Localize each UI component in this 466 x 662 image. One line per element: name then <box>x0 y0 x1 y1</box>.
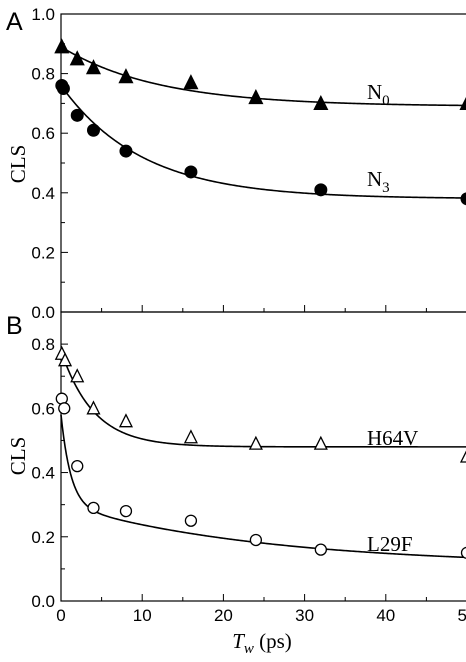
data-point-n0 <box>248 88 264 105</box>
panel-b-ytick-label: 0.2 <box>31 528 55 547</box>
data-point-n3 <box>460 192 466 206</box>
panel-a-ylabel: CLS <box>6 145 30 184</box>
data-point-l29f <box>71 459 84 473</box>
panel-a-points <box>54 38 466 206</box>
data-point-n0 <box>69 50 85 66</box>
series-label-n3: N3 <box>367 167 390 196</box>
panel-b-xtick-label: 30 <box>295 606 314 625</box>
panel-a-ytick-label: 0.0 <box>31 303 55 322</box>
data-point-n0 <box>459 96 466 111</box>
x-axis-title-sub: w <box>244 641 254 657</box>
panel-b-ylabel: CLS <box>6 437 30 476</box>
panel-b-axes: 0.0 0.2 0.4 0.6 0.8 0 10 20 30 40 50 <box>31 335 466 625</box>
panel-label-b: B <box>6 312 23 340</box>
data-point-l29f <box>87 501 100 515</box>
data-point-n0 <box>183 74 199 90</box>
series-label-n0-main: N <box>367 80 382 104</box>
series-label-l29f: L29F <box>367 532 413 556</box>
data-point-h64v <box>70 368 85 383</box>
panel-a-ytick-label: 0.2 <box>31 243 55 262</box>
panel-b-ytick-label: 0.6 <box>31 399 55 418</box>
series-label-h64v: H64V <box>367 426 418 450</box>
data-point-l29f <box>460 546 466 559</box>
fit-line-n3 <box>60 85 466 199</box>
series-label-n0-sub: 0 <box>382 93 390 109</box>
panel-b-xtick-label: 0 <box>56 606 65 625</box>
panel-a-axes: 0.0 0.2 0.4 0.6 0.8 1.0 <box>31 5 427 322</box>
data-point-h64v <box>313 435 328 450</box>
data-point-n3 <box>314 183 328 197</box>
panel-b-ytick-label: 0.8 <box>31 335 55 354</box>
panel-b-fit-lines <box>60 350 466 559</box>
data-point-l29f <box>314 543 327 556</box>
data-point-h64v <box>86 400 101 415</box>
data-point-h64v <box>58 352 73 367</box>
data-point-l29f <box>249 533 263 547</box>
panel-b-xtick-label: 10 <box>133 606 152 625</box>
panel-a-ytick-label: 0.8 <box>31 65 55 84</box>
data-point-l29f <box>58 402 71 415</box>
panel-b-xtick-label: 50 <box>458 606 466 625</box>
panel-a-ytick-label: 0.4 <box>31 184 55 203</box>
panel-b-xtick-label: 40 <box>376 606 395 625</box>
series-label-n3-main: N <box>367 167 382 191</box>
panel-b-frame <box>60 311 466 602</box>
data-point-l29f <box>119 504 133 518</box>
data-point-n0 <box>118 68 134 84</box>
data-point-n3 <box>184 165 198 179</box>
x-axis-title-unit: (ps) <box>254 629 292 653</box>
fit-line-h64v <box>60 350 466 448</box>
data-point-n0 <box>85 59 102 75</box>
data-point-h64v <box>248 435 263 450</box>
data-point-h64v <box>183 429 198 444</box>
panel-b-xtick-label: 20 <box>214 606 233 625</box>
data-point-n3 <box>70 108 84 122</box>
series-label-n3-sub: 3 <box>382 180 390 196</box>
data-point-n0 <box>313 94 329 111</box>
fit-line-n0 <box>60 46 466 107</box>
data-point-n3 <box>86 123 100 137</box>
panel-a-frame <box>60 13 466 313</box>
data-point-h64v <box>459 450 466 463</box>
data-point-h64v <box>118 413 134 428</box>
fit-line-l29f <box>60 414 466 559</box>
data-point-l29f <box>184 514 198 527</box>
x-axis-title-main: T <box>232 629 245 653</box>
panel-b-ytick-label: 0.0 <box>31 592 55 611</box>
data-point-n3 <box>56 82 70 95</box>
panel-a-ytick-label: 1.0 <box>31 5 55 24</box>
panel-b-ytick-label: 0.4 <box>31 464 55 483</box>
data-point-n0 <box>54 38 70 54</box>
panel-b-points <box>54 345 466 559</box>
panel-a-fit-lines <box>60 46 466 199</box>
panel-a-ytick-label: 0.6 <box>31 124 55 143</box>
panel-label-a: A <box>6 8 23 36</box>
data-point-n3 <box>119 144 133 158</box>
series-label-n0: N0 <box>367 80 390 109</box>
x-axis-title: Tw (ps) <box>232 629 292 657</box>
